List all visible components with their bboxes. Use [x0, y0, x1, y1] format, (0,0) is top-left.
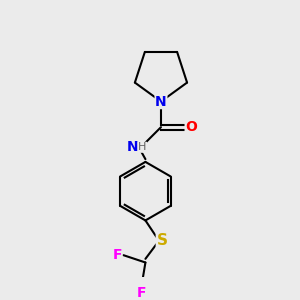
Text: S: S	[156, 233, 167, 248]
Text: H: H	[138, 142, 146, 152]
Text: N: N	[127, 140, 138, 154]
Text: F: F	[112, 248, 122, 262]
Text: F: F	[137, 286, 146, 300]
Text: N: N	[155, 94, 167, 109]
Text: O: O	[185, 120, 197, 134]
